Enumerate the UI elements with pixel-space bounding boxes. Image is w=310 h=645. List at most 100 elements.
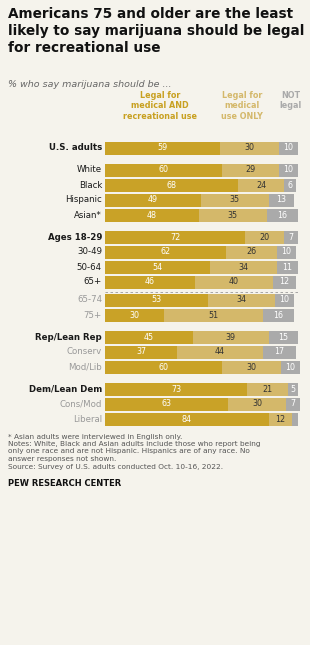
Bar xyxy=(292,413,298,426)
Text: 17: 17 xyxy=(274,348,285,357)
Bar xyxy=(222,163,279,177)
Bar xyxy=(105,275,195,288)
Text: 45: 45 xyxy=(144,333,154,341)
Text: 68: 68 xyxy=(166,181,176,190)
Text: 73: 73 xyxy=(171,384,181,393)
Text: PEW RESEARCH CENTER: PEW RESEARCH CENTER xyxy=(8,479,121,488)
Text: Americans 75 and older are the least
likely to say marijuana should be legal
for: Americans 75 and older are the least lik… xyxy=(8,7,304,54)
Bar xyxy=(222,361,281,373)
Text: 10: 10 xyxy=(283,143,293,152)
Text: 60: 60 xyxy=(158,362,169,372)
Text: 34: 34 xyxy=(238,263,248,272)
Bar xyxy=(105,361,222,373)
Bar xyxy=(163,308,263,321)
Bar xyxy=(105,194,201,206)
Text: Mod/Lib: Mod/Lib xyxy=(68,362,102,372)
Text: % who say marijuana should be ...: % who say marijuana should be ... xyxy=(8,80,171,89)
Text: 84: 84 xyxy=(182,415,192,424)
Text: 50-64: 50-64 xyxy=(77,263,102,272)
Bar xyxy=(105,179,237,192)
Text: 26: 26 xyxy=(246,248,256,257)
Text: NOT
legal: NOT legal xyxy=(280,91,302,110)
Text: 10: 10 xyxy=(285,362,295,372)
Text: 37: 37 xyxy=(136,348,146,357)
Text: 34: 34 xyxy=(237,295,246,304)
Bar xyxy=(277,261,298,273)
Bar xyxy=(105,308,163,321)
Text: 24: 24 xyxy=(256,181,266,190)
Text: Ages 18-29: Ages 18-29 xyxy=(48,232,102,241)
Text: Asian*: Asian* xyxy=(74,210,102,219)
Text: 11: 11 xyxy=(282,263,292,272)
Text: 40: 40 xyxy=(229,277,239,286)
Text: 44: 44 xyxy=(215,348,225,357)
Bar xyxy=(105,346,177,359)
Text: 15: 15 xyxy=(278,333,289,341)
Bar xyxy=(208,293,275,306)
Bar xyxy=(199,208,267,221)
Bar xyxy=(105,208,199,221)
Bar xyxy=(279,163,298,177)
Text: Conserv: Conserv xyxy=(67,348,102,357)
Text: 6: 6 xyxy=(288,181,293,190)
Bar xyxy=(105,397,228,410)
Bar xyxy=(105,141,220,155)
Text: Cons/Mod: Cons/Mod xyxy=(60,399,102,408)
Text: 10: 10 xyxy=(283,166,293,175)
Bar xyxy=(269,330,298,344)
Text: 12: 12 xyxy=(276,415,286,424)
Bar xyxy=(226,246,277,259)
Text: 16: 16 xyxy=(277,210,287,219)
Text: 5: 5 xyxy=(290,384,296,393)
Text: 12: 12 xyxy=(279,277,290,286)
Bar xyxy=(105,230,246,244)
Bar xyxy=(105,261,210,273)
Bar xyxy=(105,293,208,306)
Bar xyxy=(273,275,296,288)
Bar xyxy=(269,413,292,426)
Text: Rep/Lean Rep: Rep/Lean Rep xyxy=(35,333,102,341)
Text: 49: 49 xyxy=(148,195,158,204)
Text: 48: 48 xyxy=(147,210,157,219)
Text: 51: 51 xyxy=(208,310,218,319)
Text: 29: 29 xyxy=(245,166,255,175)
Bar xyxy=(105,246,226,259)
Bar xyxy=(210,261,277,273)
Text: 30: 30 xyxy=(252,399,262,408)
Bar xyxy=(177,346,263,359)
Text: Black: Black xyxy=(79,181,102,190)
Text: 62: 62 xyxy=(160,248,171,257)
Bar xyxy=(277,246,296,259)
Bar xyxy=(279,141,298,155)
Text: 46: 46 xyxy=(145,277,155,286)
Bar xyxy=(286,397,300,410)
Text: Hispanic: Hispanic xyxy=(65,195,102,204)
Text: 30: 30 xyxy=(246,362,256,372)
Text: 7: 7 xyxy=(289,232,294,241)
Text: 65-74: 65-74 xyxy=(77,295,102,304)
Bar xyxy=(275,293,294,306)
Text: 72: 72 xyxy=(170,232,180,241)
Text: 54: 54 xyxy=(153,263,163,272)
Text: 16: 16 xyxy=(273,310,284,319)
Text: 13: 13 xyxy=(277,195,286,204)
Bar xyxy=(201,194,269,206)
Text: 65+: 65+ xyxy=(84,277,102,286)
Bar xyxy=(284,230,298,244)
Text: 35: 35 xyxy=(228,210,238,219)
Text: 39: 39 xyxy=(226,333,236,341)
Text: U.S. adults: U.S. adults xyxy=(49,143,102,152)
Text: 63: 63 xyxy=(162,399,171,408)
Bar xyxy=(105,163,222,177)
Text: 20: 20 xyxy=(260,232,270,241)
Text: 30: 30 xyxy=(129,310,139,319)
Text: 30-49: 30-49 xyxy=(77,248,102,257)
Text: Dem/Lean Dem: Dem/Lean Dem xyxy=(29,384,102,393)
Bar xyxy=(105,413,269,426)
Text: 53: 53 xyxy=(152,295,162,304)
Text: 59: 59 xyxy=(157,143,168,152)
Bar xyxy=(105,382,247,395)
Text: White: White xyxy=(77,166,102,175)
Bar xyxy=(220,141,279,155)
Bar xyxy=(267,208,298,221)
